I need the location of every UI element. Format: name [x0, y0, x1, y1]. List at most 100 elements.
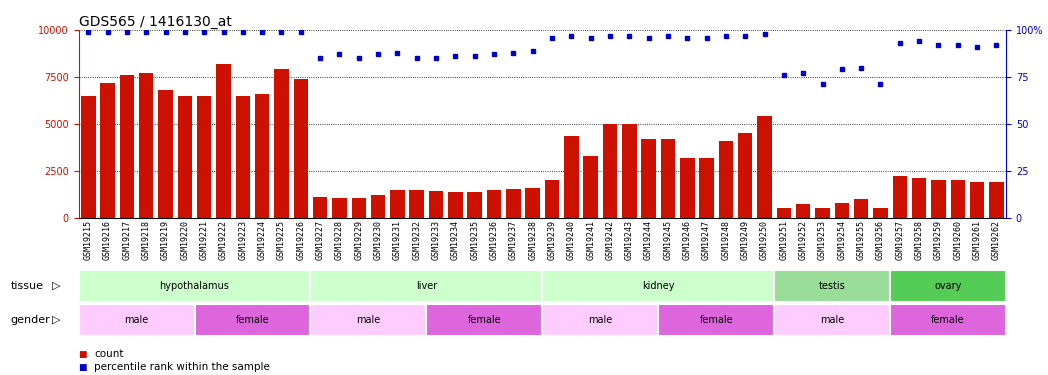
Text: count: count [94, 350, 124, 359]
Bar [467, 192, 482, 217]
Text: GSM19226: GSM19226 [297, 220, 305, 260]
Text: GSM19251: GSM19251 [780, 220, 788, 260]
Bar [119, 75, 134, 217]
Text: GSM19230: GSM19230 [373, 220, 383, 260]
Bar [890, 270, 1006, 302]
Text: GSM19257: GSM19257 [895, 220, 904, 260]
Bar [310, 304, 427, 336]
Text: female: female [699, 315, 733, 325]
Text: GSM19218: GSM19218 [141, 220, 151, 260]
Text: GSM19242: GSM19242 [606, 220, 614, 260]
Bar [545, 180, 560, 218]
Text: GSM19243: GSM19243 [625, 220, 634, 260]
Bar [158, 90, 173, 218]
Bar [410, 190, 424, 217]
Bar [81, 96, 95, 218]
Text: female: female [236, 315, 269, 325]
Bar [427, 304, 542, 336]
Bar [932, 180, 945, 218]
Bar [658, 304, 774, 336]
Bar [177, 96, 192, 218]
Bar [951, 180, 965, 218]
Bar [449, 192, 462, 217]
Bar [623, 124, 636, 218]
Bar [969, 182, 984, 218]
Text: male: male [588, 315, 612, 325]
Text: tissue: tissue [10, 281, 43, 291]
Bar [429, 191, 443, 217]
Bar [738, 133, 752, 218]
Text: GSM19233: GSM19233 [432, 220, 440, 260]
Text: GSM19245: GSM19245 [663, 220, 673, 260]
Text: GSM19225: GSM19225 [277, 220, 286, 260]
Text: GSM19221: GSM19221 [200, 220, 209, 260]
Bar [486, 190, 501, 217]
Text: GSM19249: GSM19249 [741, 220, 749, 260]
Text: kidney: kidney [642, 281, 675, 291]
Bar [890, 304, 1006, 336]
Text: ▷: ▷ [52, 315, 61, 325]
Text: GSM19227: GSM19227 [315, 220, 325, 260]
Bar [873, 208, 888, 218]
Text: GSM19231: GSM19231 [393, 220, 402, 260]
Text: GSM19262: GSM19262 [991, 220, 1001, 260]
Bar [893, 176, 908, 218]
Text: GSM19228: GSM19228 [335, 220, 344, 260]
Text: GSM19239: GSM19239 [547, 220, 556, 260]
Bar [680, 158, 695, 218]
Text: GSM19215: GSM19215 [84, 220, 93, 260]
Text: GSM19238: GSM19238 [528, 220, 538, 260]
Bar [332, 198, 347, 217]
Text: GSM19246: GSM19246 [682, 220, 692, 260]
Text: male: male [820, 315, 845, 325]
Text: male: male [125, 315, 149, 325]
Text: GSM19252: GSM19252 [799, 220, 808, 260]
Bar [660, 139, 675, 218]
Text: liver: liver [416, 281, 437, 291]
Text: GSM19253: GSM19253 [818, 220, 827, 260]
Text: GSM19261: GSM19261 [973, 220, 982, 260]
Text: GSM19235: GSM19235 [471, 220, 479, 260]
Text: GSM19244: GSM19244 [645, 220, 653, 260]
Bar [310, 270, 542, 302]
Text: hypothalamus: hypothalamus [159, 281, 230, 291]
Bar [834, 203, 849, 217]
Text: GSM19254: GSM19254 [837, 220, 847, 260]
Bar [774, 304, 890, 336]
Text: ovary: ovary [935, 281, 962, 291]
Bar [777, 208, 791, 218]
Bar [313, 197, 327, 217]
Bar [139, 73, 153, 217]
Text: GDS565 / 1416130_at: GDS565 / 1416130_at [79, 15, 232, 29]
Text: GSM19237: GSM19237 [509, 220, 518, 260]
Text: percentile rank within the sample: percentile rank within the sample [94, 363, 270, 372]
Bar [79, 304, 195, 336]
Text: GSM19259: GSM19259 [934, 220, 943, 260]
Bar [293, 79, 308, 218]
Text: gender: gender [10, 315, 50, 325]
Bar [236, 96, 250, 218]
Text: GSM19219: GSM19219 [161, 220, 170, 260]
Bar [390, 190, 405, 217]
Text: GSM19216: GSM19216 [103, 220, 112, 260]
Bar [854, 199, 869, 217]
Text: ■: ■ [79, 350, 87, 359]
Text: ■: ■ [79, 363, 87, 372]
Bar [197, 96, 212, 218]
Bar [101, 82, 115, 218]
Text: GSM19256: GSM19256 [876, 220, 885, 260]
Text: GSM19234: GSM19234 [451, 220, 460, 260]
Bar [641, 139, 656, 218]
Bar [371, 195, 386, 217]
Bar [699, 158, 714, 218]
Text: GSM19222: GSM19222 [219, 220, 228, 260]
Bar [758, 116, 771, 218]
Text: GSM19247: GSM19247 [702, 220, 712, 260]
Bar [525, 188, 540, 218]
Text: GSM19258: GSM19258 [915, 220, 923, 260]
Text: GSM19260: GSM19260 [954, 220, 962, 260]
Text: female: female [467, 315, 501, 325]
Text: GSM19223: GSM19223 [238, 220, 247, 260]
Bar [564, 136, 578, 218]
Bar [912, 178, 926, 218]
